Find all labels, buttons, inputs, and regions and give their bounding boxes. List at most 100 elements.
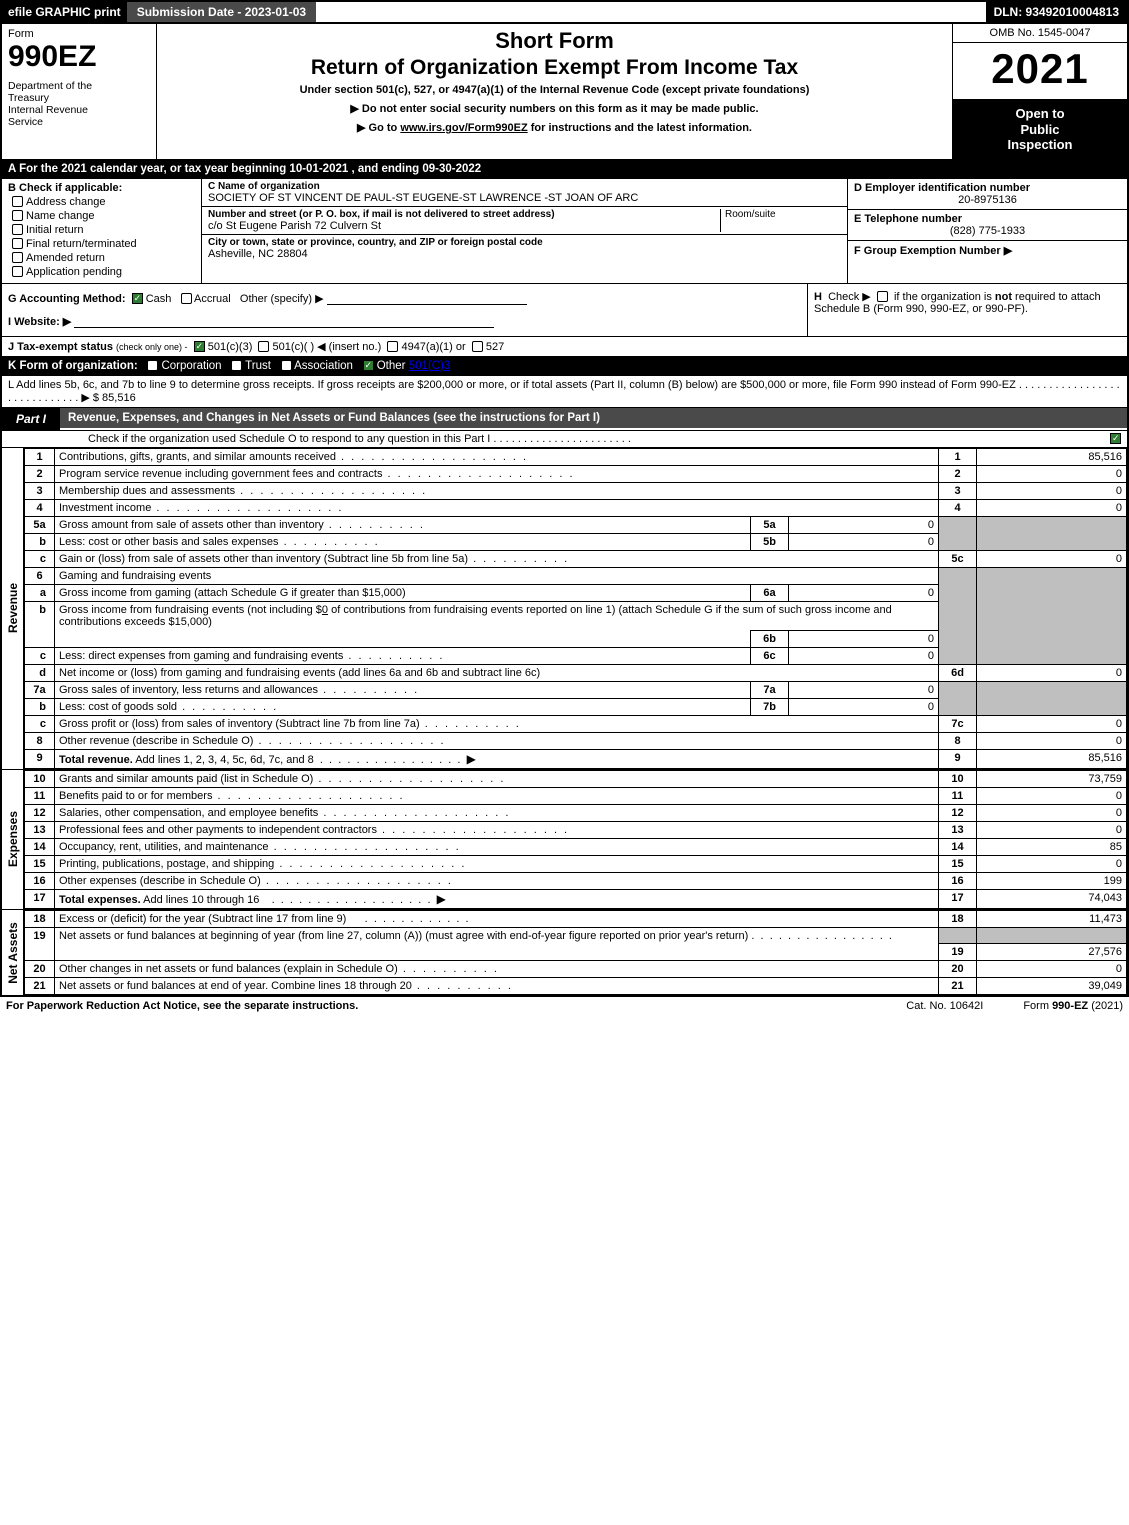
line-14: 14 Occupancy, rent, utilities, and maint… — [25, 838, 1127, 855]
other-specify-field[interactable] — [327, 293, 527, 305]
header-left: Form 990EZ Department of theTreasuryInte… — [2, 24, 157, 159]
j-label: J Tax-exempt status — [8, 341, 113, 353]
ein-lbl: D Employer identification number — [854, 182, 1121, 194]
chk-schedule-b[interactable] — [877, 291, 888, 302]
chk-association[interactable] — [281, 360, 292, 371]
line-5a: 5a Gross amount from sale of assets othe… — [25, 516, 1127, 533]
k-other-val[interactable]: 501(C)3 — [409, 360, 451, 372]
group-exemption-row: F Group Exemption Number ▶ — [848, 241, 1127, 260]
chk-address-change[interactable]: Address change — [12, 196, 195, 208]
header-right: OMB No. 1545-0047 2021 Open toPublicInsp… — [952, 24, 1127, 159]
i-label: I Website: ▶ — [8, 316, 71, 328]
footer-right: Form 990-EZ (2021) — [1023, 1000, 1123, 1012]
form-word: Form — [8, 28, 150, 40]
accounting-method-row: G Accounting Method: Cash Accrual Other … — [8, 292, 801, 305]
line-12: 12 Salaries, other compensation, and emp… — [25, 804, 1127, 821]
revenue-block: Revenue 1 Contributions, gifts, grants, … — [2, 448, 1127, 770]
header-mid: Short Form Return of Organization Exempt… — [157, 24, 952, 159]
line-18: 18 Excess or (deficit) for the year (Sub… — [25, 910, 1127, 927]
j-opt4: 527 — [486, 341, 504, 353]
form-container: efile GRAPHIC print Submission Date - 20… — [0, 0, 1129, 997]
tel-row: E Telephone number (828) 775-1933 — [848, 210, 1127, 241]
g-label: G Accounting Method: — [8, 293, 126, 305]
chk-527[interactable] — [472, 341, 483, 352]
submission-date: Submission Date - 2023-01-03 — [127, 2, 316, 22]
line-15: 15 Printing, publications, postage, and … — [25, 855, 1127, 872]
line-19-text: 19 Net assets or fund balances at beginn… — [25, 927, 1127, 944]
website-field[interactable] — [74, 316, 494, 328]
dln-label: DLN: 93492010004813 — [986, 2, 1127, 22]
revenue-vlabel: Revenue — [2, 448, 24, 769]
netassets-vlabel: Net Assets — [2, 910, 24, 996]
irs-link[interactable]: www.irs.gov/Form990EZ — [400, 122, 527, 134]
accrual-lbl: Accrual — [194, 293, 231, 305]
chk-application-pending[interactable]: Application pending — [12, 266, 195, 278]
line-7a: 7a Gross sales of inventory, less return… — [25, 681, 1127, 698]
street-value: c/o St Eugene Parish 72 Culvern St — [208, 220, 716, 232]
part-i-check-row: Check if the organization used Schedule … — [2, 431, 1127, 448]
k-label: K Form of organization: — [8, 360, 138, 372]
netassets-block: Net Assets 18 Excess or (deficit) for th… — [2, 910, 1127, 996]
chk-cash[interactable] — [132, 293, 143, 304]
org-name-row: C Name of organization SOCIETY OF ST VIN… — [202, 179, 847, 207]
line-5c: c Gain or (loss) from sale of assets oth… — [25, 550, 1127, 567]
ein-value: 20-8975136 — [854, 194, 1121, 206]
row-a-tax-year: A For the 2021 calendar year, or tax yea… — [2, 160, 1127, 179]
chk-other-org[interactable] — [363, 360, 374, 371]
section-h: H Check ▶ if the organization is not req… — [807, 284, 1127, 336]
section-bcd: B Check if applicable: Address change Na… — [2, 179, 1127, 284]
j-sub: (check only one) - — [116, 342, 188, 352]
section-c: C Name of organization SOCIETY OF ST VIN… — [202, 179, 847, 283]
tel-lbl: E Telephone number — [854, 213, 1121, 225]
section-k: K Form of organization: Corporation Trus… — [2, 357, 1127, 376]
c-name-lbl: C Name of organization — [208, 181, 841, 192]
form-title: Return of Organization Exempt From Incom… — [163, 56, 946, 80]
line-19-val: 19 27,576 — [25, 944, 1127, 961]
chk-accrual[interactable] — [181, 293, 192, 304]
chk-initial-return[interactable]: Initial return — [12, 224, 195, 236]
chk-schedule-o-part1[interactable] — [1110, 433, 1121, 444]
top-bar: efile GRAPHIC print Submission Date - 20… — [2, 2, 1127, 24]
j-opt2: 501(c)( ) ◀ (insert no.) — [273, 341, 382, 353]
website-row: I Website: ▶ — [8, 315, 801, 328]
netassets-table: 18 Excess or (deficit) for the year (Sub… — [24, 910, 1127, 996]
dept-label: Department of theTreasuryInternal Revenu… — [8, 80, 150, 128]
line-11: 11 Benefits paid to or for members 11 0 — [25, 787, 1127, 804]
chk-501c[interactable] — [258, 341, 269, 352]
line-1: 1 Contributions, gifts, grants, and simi… — [25, 448, 1127, 465]
part-i-header: Part I Revenue, Expenses, and Changes in… — [2, 408, 1127, 431]
line-9: 9 Total revenue. Add lines 1, 2, 3, 4, 5… — [25, 749, 1127, 768]
other-lbl: Other (specify) ▶ — [240, 293, 324, 305]
footer-left: For Paperwork Reduction Act Notice, see … — [6, 1000, 358, 1012]
omb-number: OMB No. 1545-0047 — [953, 24, 1127, 43]
chk-amended-return[interactable]: Amended return — [12, 252, 195, 264]
line-20: 20 Other changes in net assets or fund b… — [25, 961, 1127, 978]
j-opt1: 501(c)(3) — [208, 341, 253, 353]
chk-final-return[interactable]: Final return/terminated — [12, 238, 195, 250]
section-j: J Tax-exempt status (check only one) - 5… — [2, 337, 1127, 357]
chk-corporation[interactable] — [147, 360, 158, 371]
chk-trust[interactable] — [231, 360, 242, 371]
ptr2-pre: ▶ Go to — [357, 122, 400, 134]
line-2: 2 Program service revenue including gove… — [25, 465, 1127, 482]
form-subtitle: Under section 501(c), 527, or 4947(a)(1)… — [163, 84, 946, 96]
street-row: Number and street (or P. O. box, if mail… — [202, 207, 847, 235]
expenses-table: 10 Grants and similar amounts paid (list… — [24, 770, 1127, 909]
k-other-lbl: Other — [377, 360, 406, 372]
chk-501c3[interactable] — [194, 341, 205, 352]
part-i-check-text: Check if the organization used Schedule … — [88, 433, 631, 445]
chk-name-change[interactable]: Name change — [12, 210, 195, 222]
tel-value: (828) 775-1933 — [854, 225, 1121, 237]
org-name: SOCIETY OF ST VINCENT DE PAUL-ST EUGENE-… — [208, 192, 841, 204]
line-21: 21 Net assets or fund balances at end of… — [25, 978, 1127, 995]
section-ghi: G Accounting Method: Cash Accrual Other … — [2, 284, 1127, 337]
chk-4947[interactable] — [387, 341, 398, 352]
line-17: 17 Total expenses. Add lines 10 through … — [25, 889, 1127, 908]
revenue-table: 1 Contributions, gifts, grants, and simi… — [24, 448, 1127, 769]
form-header: Form 990EZ Department of theTreasuryInte… — [2, 24, 1127, 160]
line-10: 10 Grants and similar amounts paid (list… — [25, 770, 1127, 787]
ein-row: D Employer identification number 20-8975… — [848, 179, 1127, 210]
b-head: B Check if applicable: — [8, 182, 122, 194]
section-b: B Check if applicable: Address change Na… — [2, 179, 202, 283]
part-i-tab: Part I — [2, 408, 60, 430]
